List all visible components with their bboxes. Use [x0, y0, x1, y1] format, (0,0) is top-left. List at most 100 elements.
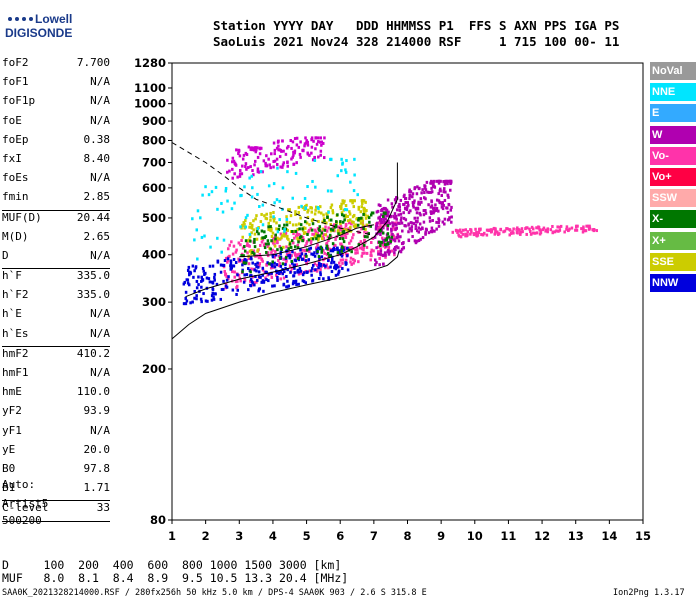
- echo-point: [315, 237, 318, 241]
- echo-point: [381, 231, 385, 235]
- echo-point: [262, 289, 265, 293]
- echo-point: [430, 179, 433, 183]
- echo-point: [299, 271, 303, 275]
- echo-point: [313, 159, 317, 163]
- echo-point: [338, 227, 342, 231]
- echo-point: [270, 251, 273, 255]
- echo-point: [444, 190, 447, 194]
- echo-point: [326, 235, 330, 239]
- echo-point: [313, 233, 316, 237]
- echo-point: [361, 223, 365, 227]
- echo-point: [184, 290, 188, 294]
- param-value: N/A: [90, 423, 110, 437]
- echo-point: [492, 227, 496, 231]
- echo-point: [398, 208, 402, 212]
- echo-point: [261, 238, 265, 242]
- echo-point: [254, 159, 257, 163]
- echo-point: [356, 248, 359, 252]
- echo-point: [331, 249, 335, 253]
- legend-item: Vo-: [650, 146, 696, 165]
- divider: [2, 500, 110, 502]
- echo-point: [499, 227, 503, 231]
- echo-point: [404, 200, 407, 204]
- echo-point: [293, 149, 297, 153]
- echo-point: [252, 146, 255, 150]
- echo-point: [392, 247, 396, 251]
- echo-point: [348, 241, 351, 245]
- logo-line-1: Lowell: [35, 12, 73, 26]
- echo-point: [191, 217, 194, 221]
- echo-point: [316, 231, 320, 235]
- echo-point: [389, 214, 393, 218]
- echo-point: [480, 232, 483, 236]
- echo-point: [293, 151, 296, 155]
- echo-point: [403, 203, 406, 207]
- echo-point: [249, 278, 253, 282]
- echo-point: [273, 239, 277, 243]
- echo-point: [200, 279, 203, 283]
- echo-point: [304, 136, 307, 140]
- echo-point: [294, 210, 297, 214]
- echo-point: [427, 190, 431, 194]
- echo-point: [226, 158, 229, 162]
- echo-point: [409, 221, 413, 225]
- echo-point: [419, 237, 422, 241]
- echo-point: [393, 251, 396, 255]
- echo-point: [296, 270, 299, 274]
- echo-point: [281, 186, 285, 190]
- echo-point: [338, 237, 342, 241]
- echo-point: [363, 235, 367, 239]
- echo-point: [379, 244, 382, 248]
- echo-point: [489, 228, 493, 232]
- echo-point: [446, 210, 450, 214]
- echo-point: [271, 248, 274, 252]
- echo-point: [340, 211, 344, 215]
- echo-point: [271, 264, 274, 268]
- echo-point: [270, 239, 273, 243]
- echo-point: [211, 281, 215, 285]
- legend-item: NoVal: [650, 62, 696, 80]
- echo-point: [265, 250, 268, 254]
- echo-point: [231, 156, 235, 160]
- echo-point: [220, 288, 224, 292]
- echo-point: [232, 257, 236, 261]
- echo-point: [241, 268, 244, 272]
- echo-point: [442, 180, 446, 184]
- echo-point: [267, 157, 270, 161]
- echo-point: [375, 246, 378, 250]
- echo-point: [384, 206, 387, 210]
- echo-point: [442, 203, 445, 207]
- echo-point: [287, 247, 290, 251]
- echo-point: [269, 262, 273, 266]
- echo-point: [243, 277, 246, 281]
- echo-point: [304, 220, 307, 224]
- echo-point: [278, 218, 281, 222]
- echo-point: [379, 225, 383, 229]
- echo-point: [282, 257, 285, 261]
- echo-point: [219, 263, 223, 267]
- echo-point: [222, 238, 226, 242]
- echo-point: [287, 237, 290, 241]
- echo-point: [305, 139, 308, 143]
- echo-point: [356, 217, 359, 221]
- echo-point: [314, 268, 317, 272]
- echo-point: [262, 159, 266, 163]
- echo-point: [238, 172, 242, 176]
- echo-point: [224, 256, 228, 260]
- echo-point: [310, 145, 314, 149]
- echo-point: [575, 224, 578, 228]
- echo-point: [261, 273, 264, 277]
- echo-point: [265, 278, 268, 282]
- echo-point: [437, 224, 441, 228]
- echo-point: [234, 280, 238, 284]
- echo-point: [243, 278, 247, 282]
- echo-point: [481, 233, 485, 237]
- echo-point: [261, 259, 264, 263]
- echo-point: [286, 164, 290, 168]
- echo-point: [359, 221, 363, 225]
- echo-point: [395, 221, 398, 225]
- echo-point: [274, 233, 277, 237]
- echo-point: [238, 276, 242, 280]
- echo-point: [323, 219, 326, 223]
- echo-point: [461, 232, 465, 236]
